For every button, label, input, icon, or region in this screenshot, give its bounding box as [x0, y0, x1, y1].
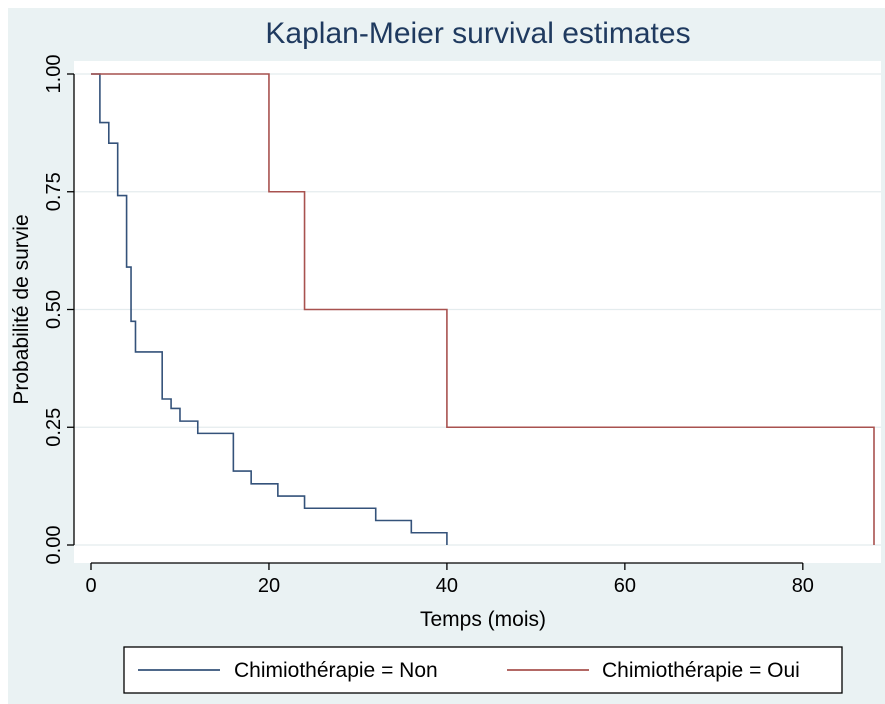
series-line-0 [91, 73, 448, 545]
chart-frame: 0.00 0.25 0.50 0.75 1.00 0 20 40 60 80 Kaplan-Mei… [8, 8, 885, 704]
x-axis-title: Temps (mois) [420, 608, 546, 631]
y-tick-label: 0.25 [43, 408, 65, 447]
x-tick-label: 20 [258, 575, 280, 597]
legend: Chimiothérapie = Non Chimiothérapie = Oui [123, 646, 843, 694]
x-tick-label: 0 [85, 575, 96, 597]
legend-label-1: Chimiothérapie = Oui [602, 659, 800, 682]
km-chart: 0.00 0.25 0.50 0.75 1.00 0 20 40 60 80 Kaplan-Mei… [10, 17, 881, 694]
series-line-1 [91, 73, 875, 545]
chart-title: Kaplan-Meier survival estimates [265, 17, 690, 50]
y-axis-title: Probabilité de survie [10, 214, 33, 404]
series-lines [91, 73, 875, 545]
axes: 0.00 0.25 0.50 0.75 1.00 0 20 40 60 80 [43, 55, 814, 597]
y-tick-label: 0.50 [43, 290, 65, 329]
y-tick-label: 0.75 [43, 172, 65, 211]
x-tick-label: 40 [436, 575, 458, 597]
x-tick-label: 80 [792, 575, 814, 597]
y-tick-label: 0.00 [43, 526, 65, 565]
plot-area [74, 61, 881, 563]
legend-box [123, 646, 843, 694]
x-tick-label: 60 [614, 575, 636, 597]
legend-label-0: Chimiothérapie = Non [234, 659, 438, 682]
y-tick-label: 1.00 [43, 55, 65, 94]
